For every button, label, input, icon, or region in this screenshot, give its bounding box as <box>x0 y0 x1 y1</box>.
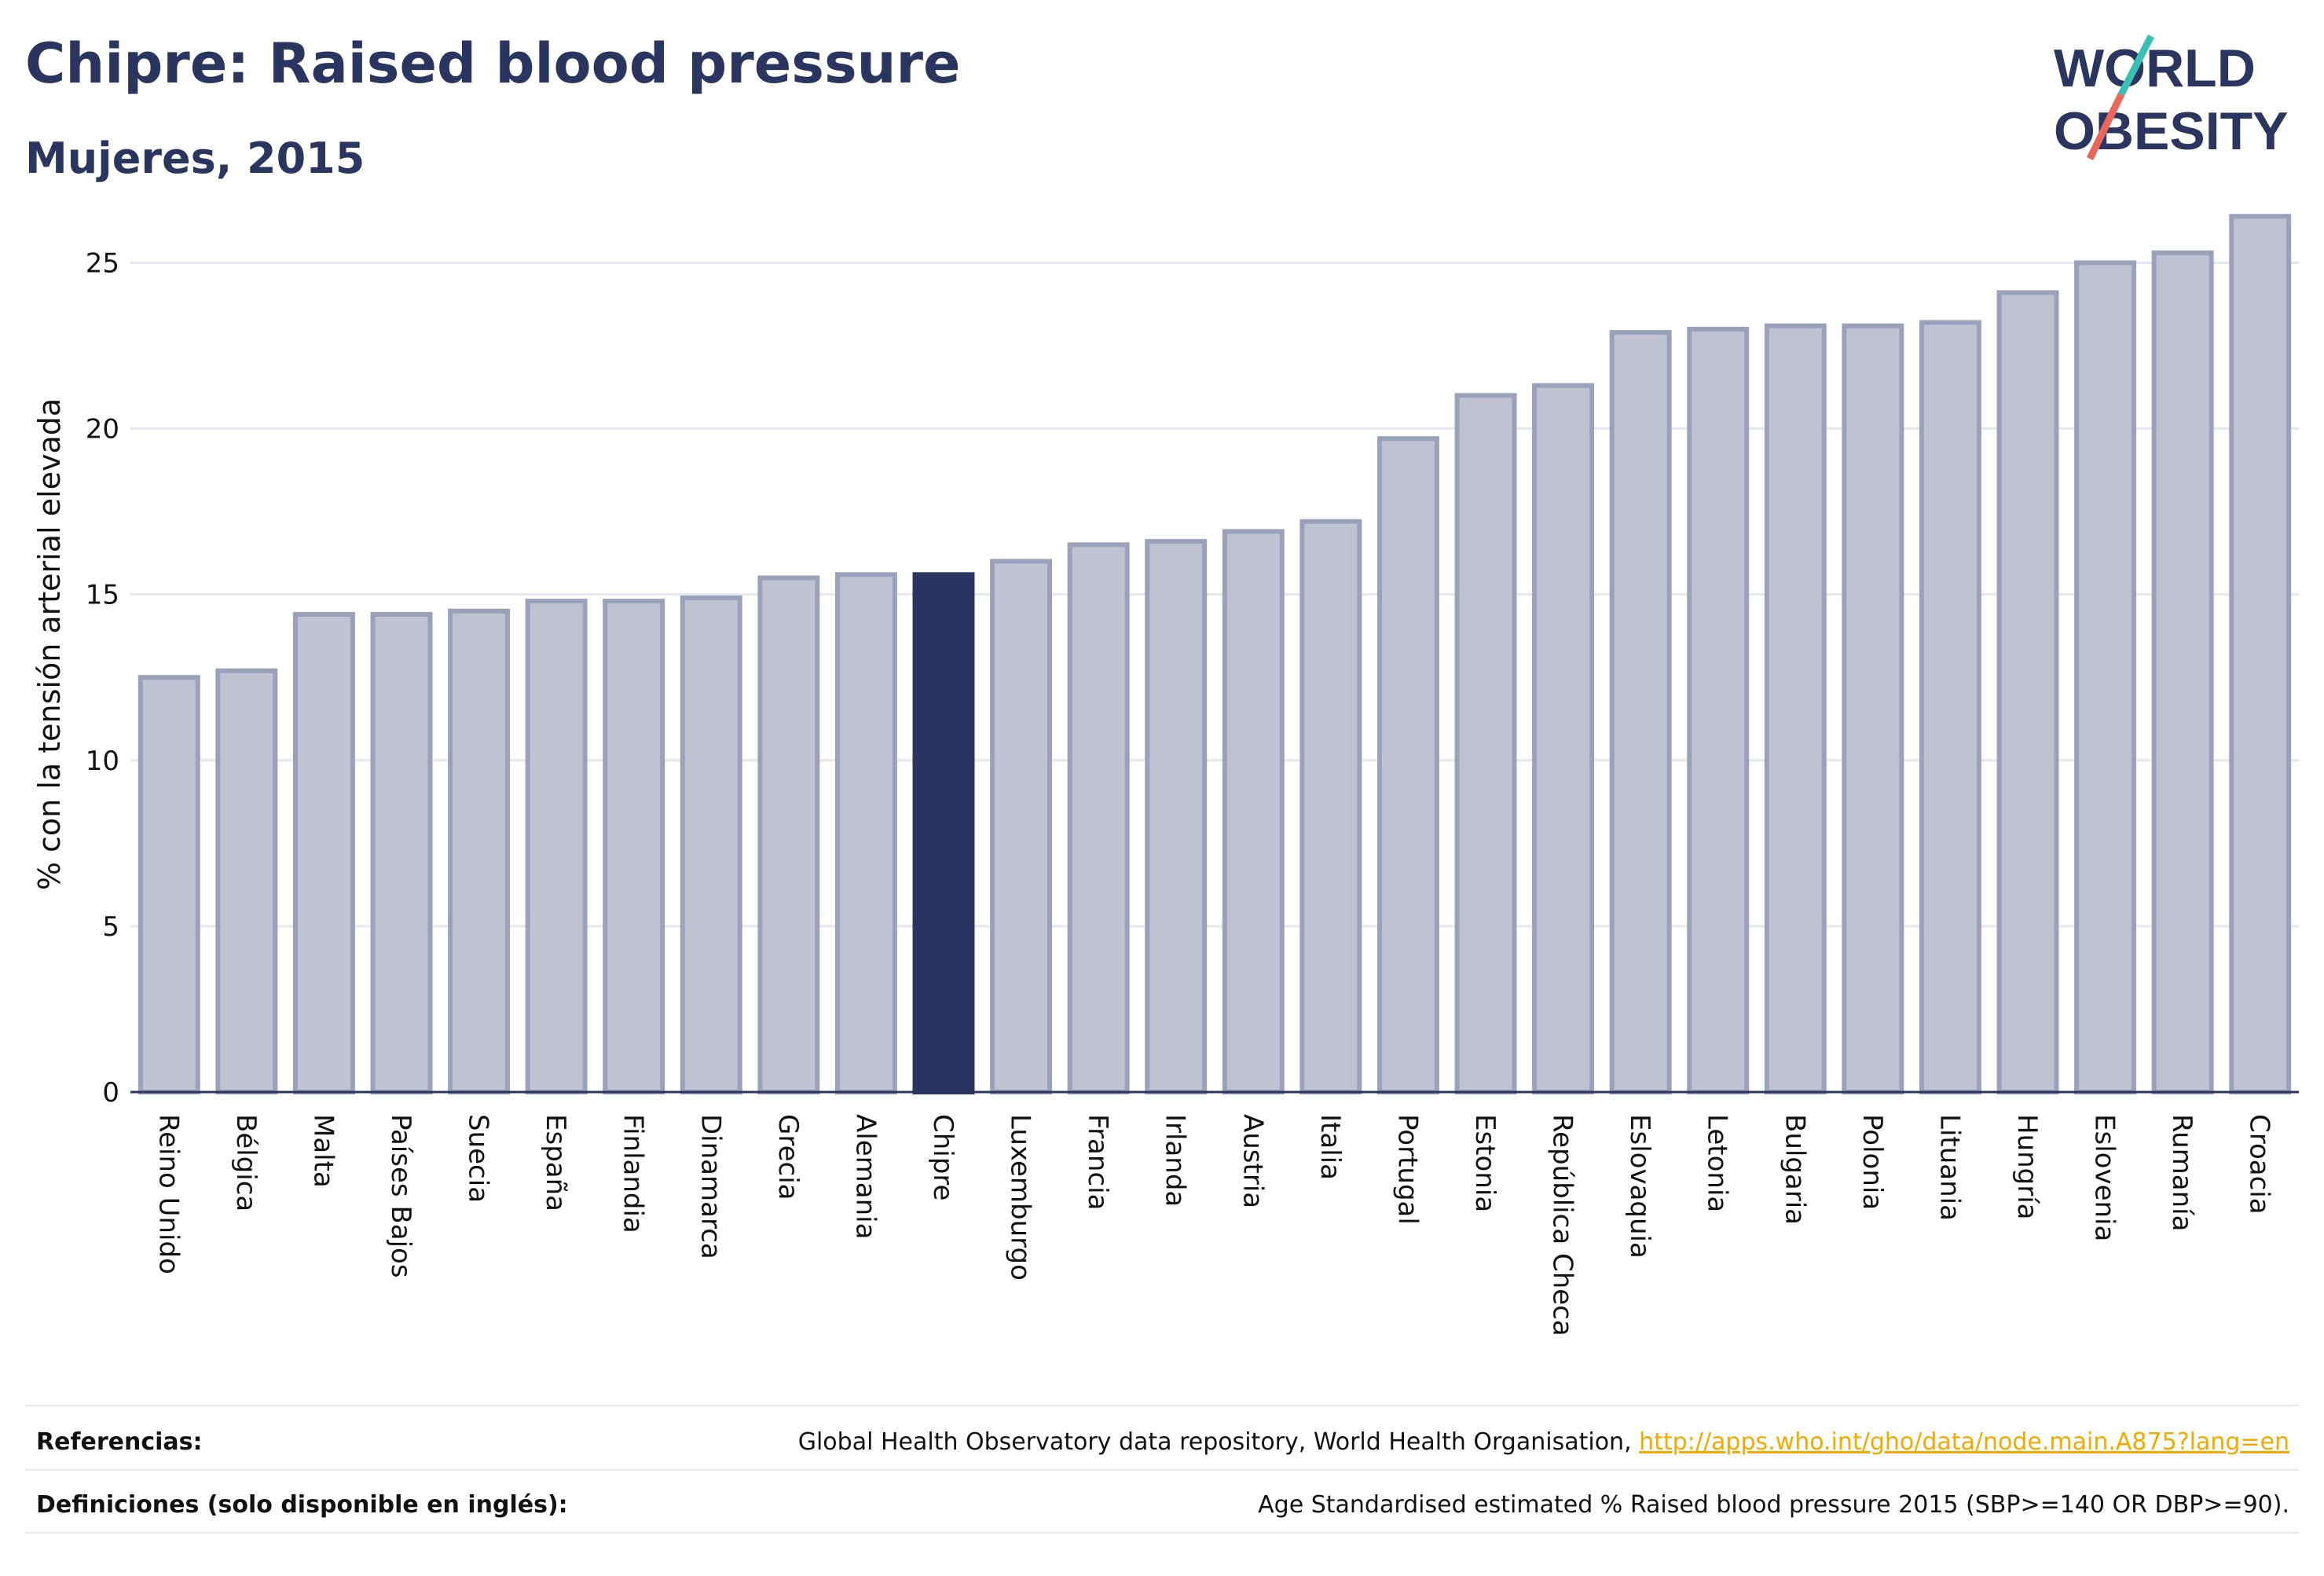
footer-divider-middle <box>25 1469 2299 1471</box>
bar-rumanía <box>2151 250 2214 1094</box>
x-tick-label-eslovaquia: Eslovaquia <box>1624 1114 1655 1259</box>
bar-luxemburgo <box>990 559 1053 1094</box>
bar-finlandia <box>603 599 665 1094</box>
x-tick-label-rumanía: Rumanía <box>2166 1114 2198 1231</box>
bar-dinamarca <box>680 595 742 1094</box>
bar-polonia <box>1842 323 1904 1094</box>
bar-eslovenia <box>2074 260 2137 1094</box>
x-tick-label-república-checa: República Checa <box>1547 1114 1578 1336</box>
page-title: Chipre: Raised blood pressure <box>25 31 961 96</box>
bar-alemania <box>834 572 897 1094</box>
page-subtitle: Mujeres, 2015 <box>25 134 365 183</box>
y-tick-label-0: 0 <box>102 1077 119 1109</box>
bar-españa <box>525 599 588 1094</box>
x-tick-label-austria: Austria <box>1237 1114 1268 1208</box>
bar-república-checa <box>1532 383 1595 1094</box>
bar-suecia <box>448 608 511 1094</box>
footer-divider-top <box>25 1405 2299 1406</box>
x-tick-label-malta: Malta <box>307 1114 339 1188</box>
x-tick-label-italia: Italia <box>1314 1114 1346 1180</box>
x-tick-label-países-bajos: Países Bajos <box>385 1114 416 1278</box>
x-tick-label-letonia: Letonia <box>1702 1114 1733 1212</box>
references-link[interactable]: http://apps.who.int/gho/data/node.main.A… <box>1639 1428 2289 1456</box>
y-tick-label-10: 10 <box>86 746 119 777</box>
definitions-label: Definiciones (solo disponible en inglés)… <box>36 1491 568 1519</box>
x-tick-label-hungría: Hungría <box>2011 1114 2043 1220</box>
bar-malta <box>292 612 355 1094</box>
bar-eslovaquia <box>1609 330 1672 1095</box>
x-tick-label-irlanda: Irlanda <box>1160 1114 1191 1207</box>
bar-lituania <box>1919 320 1981 1094</box>
bar-grecia <box>757 575 820 1094</box>
references-source: Global Health Observatory data repositor… <box>797 1428 1640 1456</box>
y-tick-label-15: 15 <box>86 580 119 611</box>
references-text: Global Health Observatory data repositor… <box>798 1428 2289 1456</box>
x-tick-label-portugal: Portugal <box>1391 1114 1423 1225</box>
y-tick-label-25: 25 <box>86 247 119 279</box>
definitions-text: Age Standardised estimated % Raised bloo… <box>1258 1491 2289 1519</box>
y-tick-label-20: 20 <box>86 414 119 445</box>
x-tick-label-francia: Francia <box>1082 1114 1113 1210</box>
x-tick-label-chipre: Chipre <box>927 1114 959 1200</box>
bar-italia <box>1299 519 1362 1094</box>
references-label: Referencias: <box>36 1428 203 1456</box>
logo-slash-teal <box>2117 34 2155 97</box>
x-tick-label-croacia: Croacia <box>2244 1114 2275 1215</box>
bar-chart: 0 5 10 15 20 25 % con la tensión arterial elev… <box>32 214 2299 1336</box>
world-obesity-logo: WORLD OBESITY <box>2054 34 2289 161</box>
bar-bulgaria <box>1764 323 1827 1094</box>
bar-hungría <box>1996 290 2059 1094</box>
x-tick-label-suecia: Suecia <box>463 1114 494 1203</box>
bar-bélgica <box>215 668 278 1094</box>
bar-reino-unido <box>137 675 200 1094</box>
bar-países-bajos <box>370 612 433 1094</box>
x-tick-label-dinamarca: Dinamarca <box>695 1114 726 1259</box>
bar-portugal <box>1376 436 1439 1094</box>
logo-slash-coral <box>2086 93 2125 160</box>
bar-austria <box>1222 529 1285 1094</box>
x-tick-label-reino-unido: Reino Unido <box>152 1114 184 1274</box>
y-axis-label: % con la tensión arterial elevada <box>32 398 67 890</box>
bar-letonia <box>1687 326 1750 1094</box>
x-tick-label-finlandia: Finlandia <box>618 1114 649 1233</box>
bar-chipre <box>912 572 975 1094</box>
x-tick-label-españa: España <box>540 1114 571 1211</box>
x-tick-label-grecia: Grecia <box>772 1114 804 1200</box>
bar-estonia <box>1454 393 1517 1095</box>
x-tick-label-estonia: Estonia <box>1469 1114 1501 1212</box>
x-tick-label-bulgaria: Bulgaria <box>1779 1114 1810 1225</box>
bar-croacia <box>2229 214 2292 1094</box>
y-tick-label-5: 5 <box>102 911 119 943</box>
x-tick-label-bélgica: Bélgica <box>230 1114 262 1211</box>
footer-divider-bottom <box>25 1532 2299 1534</box>
bar-irlanda <box>1145 539 1208 1094</box>
x-tick-label-eslovenia: Eslovenia <box>2089 1114 2121 1241</box>
x-tick-label-lituania: Lituania <box>1934 1114 1965 1221</box>
x-tick-label-polonia: Polonia <box>1857 1114 1888 1210</box>
bar-francia <box>1067 542 1130 1094</box>
logo-word-world: WORLD <box>2054 38 2256 98</box>
x-tick-label-alemania: Alemania <box>849 1114 881 1239</box>
x-tick-label-luxemburgo: Luxemburgo <box>1005 1114 1036 1281</box>
